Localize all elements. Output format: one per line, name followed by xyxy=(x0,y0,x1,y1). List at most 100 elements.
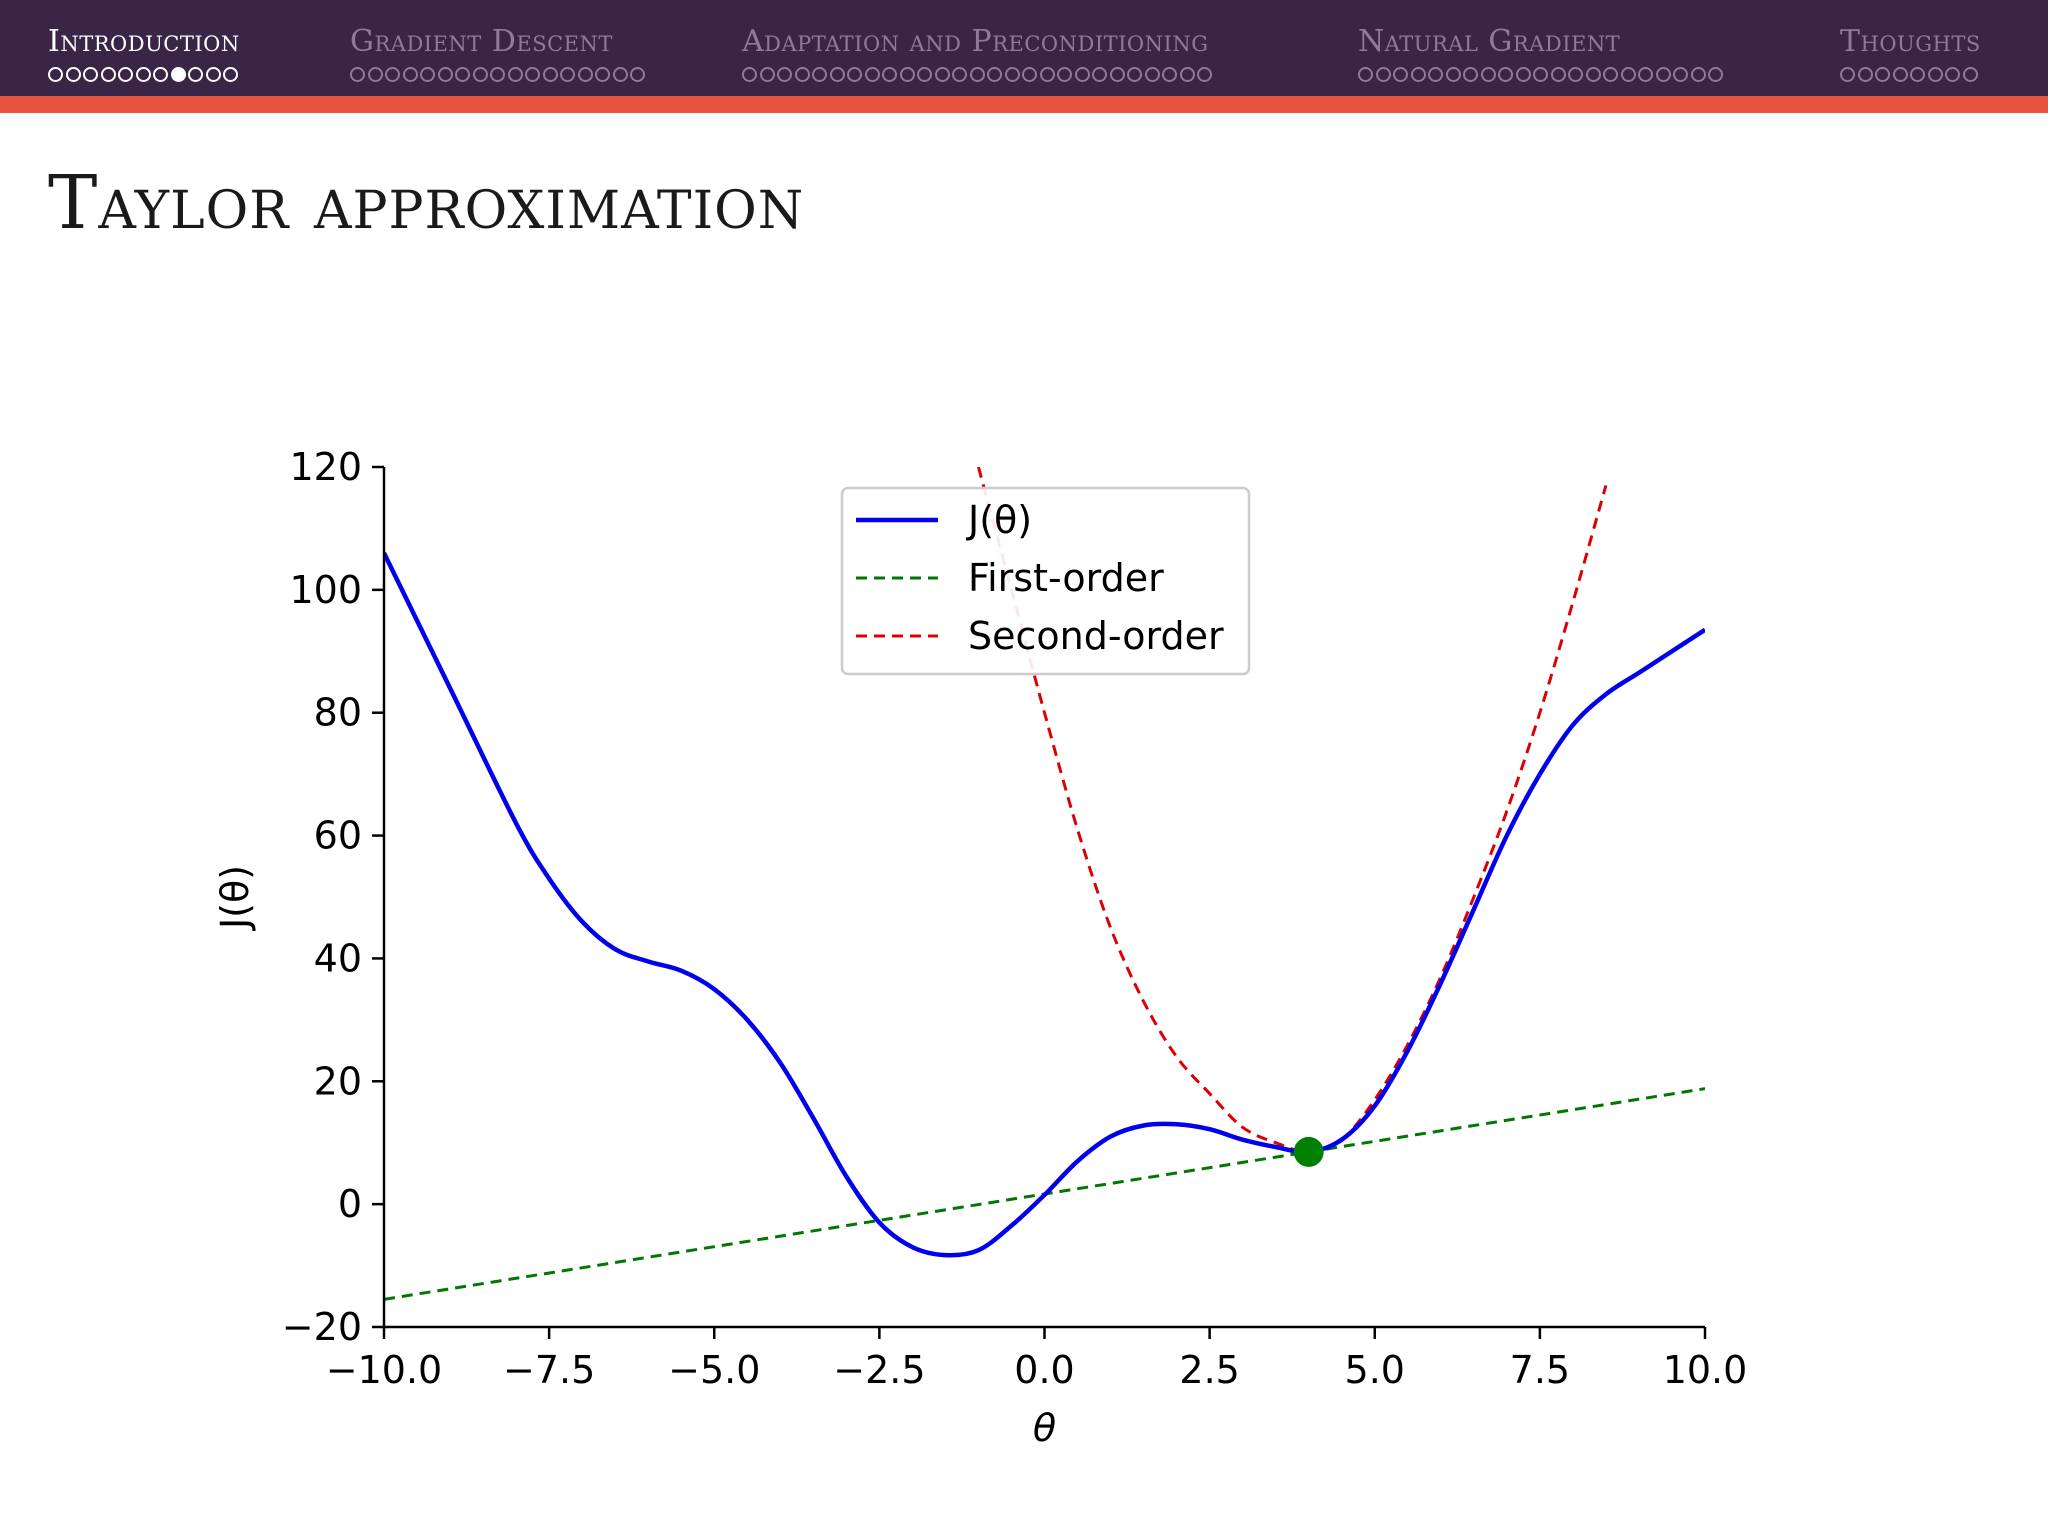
slide-dot[interactable] xyxy=(1039,67,1055,82)
slide-dot[interactable] xyxy=(1179,67,1195,82)
slide-dot[interactable] xyxy=(420,67,435,82)
slide-dot[interactable] xyxy=(560,67,575,82)
slide-dot[interactable] xyxy=(917,67,932,82)
slide-dot[interactable] xyxy=(135,67,151,82)
slide-dot[interactable] xyxy=(794,67,810,82)
slide-dot[interactable] xyxy=(83,67,98,82)
slide-dot[interactable] xyxy=(1197,67,1212,82)
slide-dot[interactable] xyxy=(1892,67,1908,82)
slide-dot[interactable] xyxy=(1022,67,1037,82)
slide-dot[interactable] xyxy=(402,67,418,82)
slide-dot[interactable] xyxy=(1962,67,1978,82)
slide-dot[interactable] xyxy=(1109,67,1125,82)
nav-section-title[interactable]: Adaptation and Preconditioning xyxy=(742,24,1209,59)
slide-dot[interactable] xyxy=(1690,67,1706,82)
slide-dot[interactable] xyxy=(1945,67,1960,82)
slide-dot[interactable] xyxy=(1445,67,1461,82)
slide-dot[interactable] xyxy=(759,67,775,82)
slide-dot[interactable] xyxy=(812,67,827,82)
slide-dot[interactable] xyxy=(1603,67,1618,82)
slide-dot[interactable] xyxy=(1144,67,1160,82)
y-tick-label: 60 xyxy=(314,814,362,858)
slide-dot[interactable] xyxy=(1655,67,1671,82)
slide-dot[interactable] xyxy=(1498,67,1513,82)
nav-section-title[interactable]: Thoughts xyxy=(1840,24,1981,59)
slide-dot[interactable] xyxy=(987,67,1002,82)
slide-dot[interactable] xyxy=(829,67,845,82)
slide-dot[interactable] xyxy=(847,67,862,82)
slide-dot[interactable] xyxy=(48,67,63,82)
nav-section-natural-gradient[interactable]: Natural Gradient xyxy=(1358,24,1723,94)
first-order-line xyxy=(384,1087,1705,1301)
slide-dots xyxy=(48,67,240,82)
slide-dot[interactable] xyxy=(118,67,133,82)
nav-section-gradient-descent[interactable]: Gradient Descent xyxy=(350,24,645,94)
slide-dot-current[interactable] xyxy=(170,67,186,82)
slide-dot[interactable] xyxy=(1910,67,1925,82)
nav-section-title[interactable]: Introduction xyxy=(48,24,240,59)
slide-dot[interactable] xyxy=(1410,67,1426,82)
slide-dot[interactable] xyxy=(595,67,610,82)
slide-title: Taylor approximation xyxy=(48,160,805,246)
slide-dot[interactable] xyxy=(742,67,757,82)
slide-dot[interactable] xyxy=(969,67,985,82)
nav-section-introduction[interactable]: Introduction xyxy=(48,24,240,94)
slide-dot[interactable] xyxy=(864,67,880,82)
slide-dot[interactable] xyxy=(1004,67,1020,82)
slide-dot[interactable] xyxy=(1515,67,1531,82)
slide-dot[interactable] xyxy=(1375,67,1391,82)
slide-dot[interactable] xyxy=(542,67,558,82)
nav-section-thoughts[interactable]: Thoughts xyxy=(1840,24,1981,94)
slide-dot[interactable] xyxy=(507,67,523,82)
slide-dot[interactable] xyxy=(437,67,453,82)
slide-dot[interactable] xyxy=(223,67,238,82)
slide-dot[interactable] xyxy=(1840,67,1855,82)
slide-dot[interactable] xyxy=(777,67,792,82)
slide-dot[interactable] xyxy=(1358,67,1373,82)
slide-dot[interactable] xyxy=(350,67,365,82)
slide-dot[interactable] xyxy=(367,67,383,82)
slide-dot[interactable] xyxy=(1533,67,1548,82)
nav-section-title[interactable]: Natural Gradient xyxy=(1358,24,1621,59)
slide-dot[interactable] xyxy=(1092,67,1107,82)
slide-dot[interactable] xyxy=(1463,67,1478,82)
slide-dot[interactable] xyxy=(472,67,488,82)
slide-dot[interactable] xyxy=(525,67,540,82)
slide-dot[interactable] xyxy=(612,67,628,82)
slide-dot[interactable] xyxy=(1162,67,1177,82)
slide-dot[interactable] xyxy=(952,67,967,82)
slide-dot[interactable] xyxy=(882,67,897,82)
slide-dot[interactable] xyxy=(1620,67,1636,82)
slide-dot[interactable] xyxy=(1857,67,1873,82)
slide-dot[interactable] xyxy=(1585,67,1601,82)
second-order-curve xyxy=(977,467,1608,1154)
slide-dot[interactable] xyxy=(1127,67,1142,82)
slide-dot[interactable] xyxy=(1875,67,1890,82)
x-tick-label: 10.0 xyxy=(1663,1348,1748,1392)
slide-dot[interactable] xyxy=(1074,67,1090,82)
slide-dot[interactable] xyxy=(385,67,400,82)
slide-dot[interactable] xyxy=(455,67,470,82)
slide-dot[interactable] xyxy=(1673,67,1688,82)
slide-dot[interactable] xyxy=(1428,67,1443,82)
slide-dot[interactable] xyxy=(100,67,116,82)
slide-dot[interactable] xyxy=(934,67,950,82)
slide-dot[interactable] xyxy=(65,67,81,82)
slide-dot[interactable] xyxy=(490,67,505,82)
slide-dot[interactable] xyxy=(1057,67,1072,82)
slide-dot[interactable] xyxy=(153,67,168,82)
nav-section-title[interactable]: Gradient Descent xyxy=(350,24,613,59)
slide-dot[interactable] xyxy=(899,67,915,82)
slide-dot[interactable] xyxy=(1393,67,1408,82)
slide-dot[interactable] xyxy=(1550,67,1566,82)
slide-dot[interactable] xyxy=(1568,67,1583,82)
nav-section-adaptation[interactable]: Adaptation and Preconditioning xyxy=(742,24,1212,94)
slide-dot[interactable] xyxy=(577,67,593,82)
slide-dot[interactable] xyxy=(1480,67,1496,82)
slide-dot[interactable] xyxy=(1927,67,1943,82)
slide-dot[interactable] xyxy=(1638,67,1653,82)
slide-dot[interactable] xyxy=(1708,67,1723,82)
slide-dot[interactable] xyxy=(188,67,203,82)
slide-dot[interactable] xyxy=(630,67,645,82)
slide-dot[interactable] xyxy=(205,67,221,82)
